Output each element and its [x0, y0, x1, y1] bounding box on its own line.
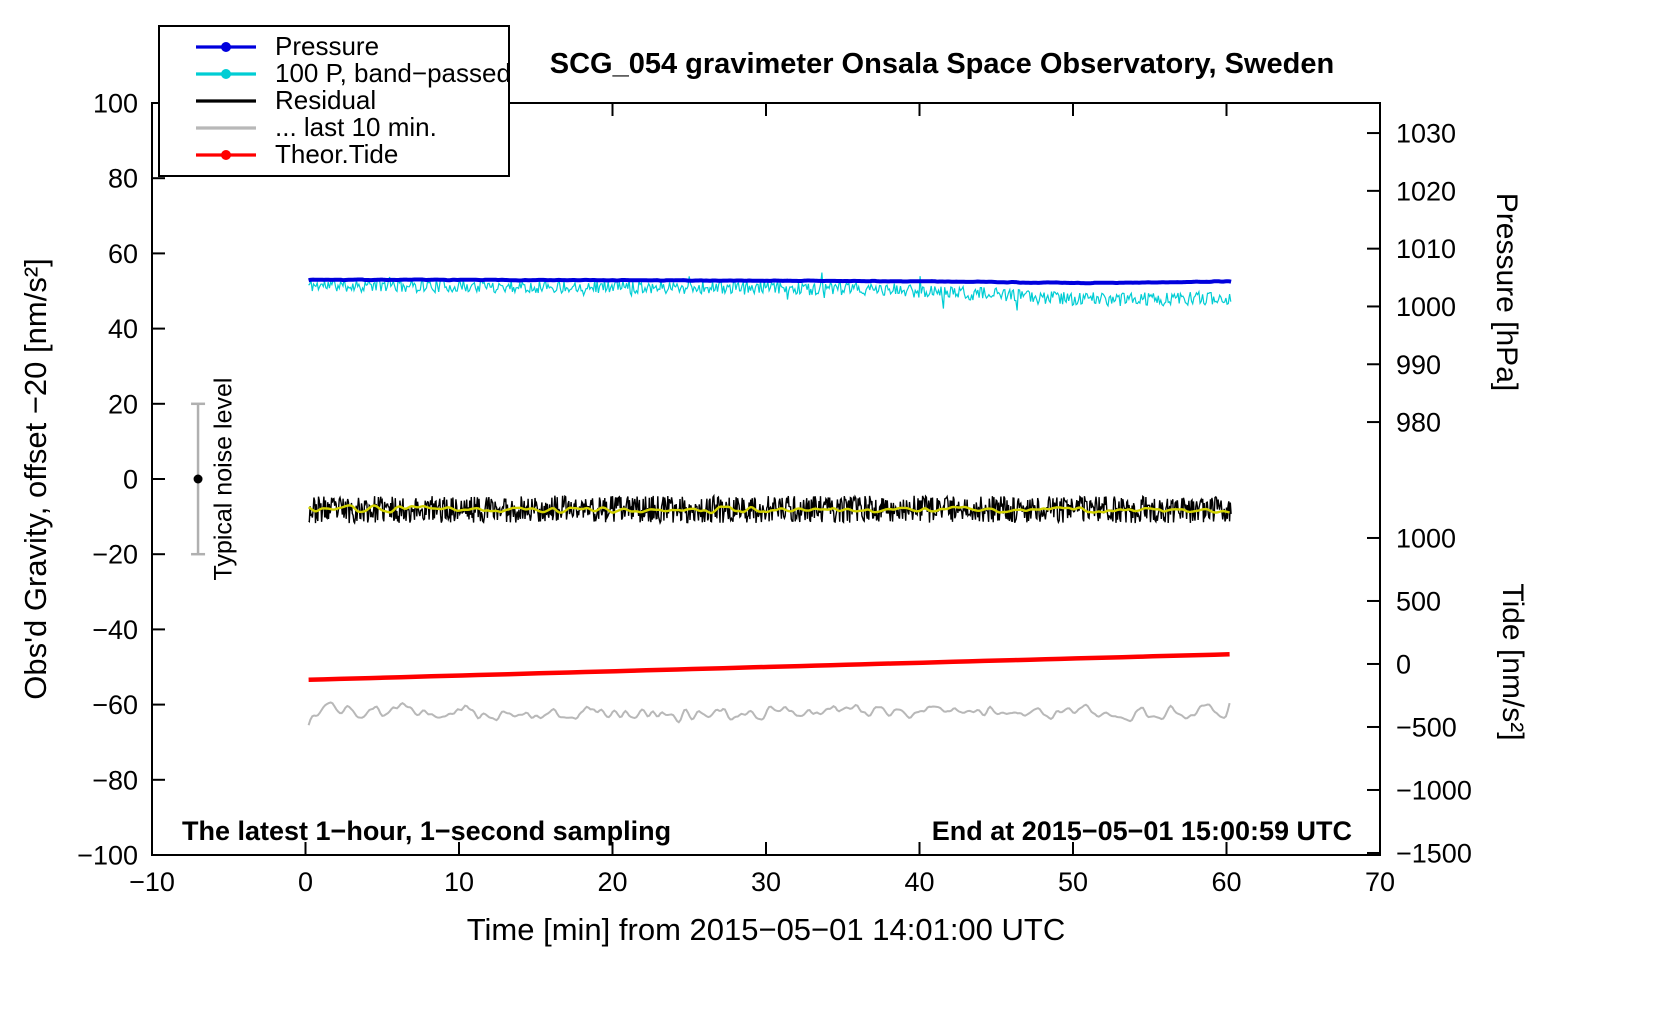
svg-text:500: 500	[1396, 586, 1441, 616]
svg-text:10: 10	[444, 867, 474, 897]
legend-item-label: Pressure	[275, 31, 380, 61]
x-axis-ticks: −10 0 10 20 30 40 50 60 70	[129, 103, 1395, 897]
svg-text:−40: −40	[92, 615, 138, 645]
svg-text:70: 70	[1365, 867, 1395, 897]
svg-text:−100: −100	[77, 841, 138, 871]
svg-text:20: 20	[108, 389, 138, 419]
residual-legend-marker-icon	[196, 98, 256, 103]
svg-text:990: 990	[1396, 350, 1441, 380]
noise-error-bar	[191, 402, 206, 556]
last-10-min-legend-marker-icon	[196, 125, 256, 130]
svg-text:1000: 1000	[1396, 292, 1456, 322]
svg-text:40: 40	[904, 867, 934, 897]
svg-text:100: 100	[93, 89, 138, 119]
svg-text:−20: −20	[92, 540, 138, 570]
pressure-legend-marker-icon	[196, 41, 256, 52]
svg-text:−10: −10	[129, 867, 175, 897]
svg-text:0: 0	[123, 465, 138, 495]
legend-item-theor-tide: Theor.Tide	[160, 139, 508, 169]
svg-text:−80: −80	[92, 765, 138, 795]
svg-text:20: 20	[597, 867, 627, 897]
band-passed-legend-marker-icon	[196, 68, 256, 79]
svg-text:40: 40	[108, 314, 138, 344]
legend-item-label: Residual	[275, 85, 377, 115]
pressure-ticks: 1030 1020 1010 1000 990 980	[1367, 119, 1456, 438]
y-axis-label-tide: Tide [nm/s²]	[1496, 583, 1529, 741]
series-residual	[308, 493, 1232, 525]
end-time-annotation: End at 2015−05−01 15:00:59 UTC	[931, 816, 1352, 846]
svg-text:60: 60	[1211, 867, 1241, 897]
svg-text:1000: 1000	[1396, 523, 1456, 553]
legend-item-last-10-min: ... last 10 min.	[160, 112, 508, 142]
legend-item-band-passed: 100 P, band−passed	[160, 58, 511, 88]
svg-text:−1000: −1000	[1396, 775, 1472, 805]
svg-text:0: 0	[1396, 649, 1411, 679]
svg-text:80: 80	[108, 164, 138, 194]
data-traces	[307, 272, 1232, 726]
svg-text:1030: 1030	[1396, 119, 1456, 149]
tide-ticks: 1000 500 0 −500 −1000 −1500	[1367, 523, 1472, 868]
legend: Pressure 100 P, band−passed Residual... la…	[158, 25, 511, 177]
chart-title: SCG_054 gravimeter Onsala Space Observat…	[549, 48, 1335, 80]
svg-text:0: 0	[298, 867, 313, 897]
series-theor-tide	[308, 652, 1230, 683]
noise-level-label: Typical noise level	[209, 377, 238, 581]
legend-item-residual: Residual	[160, 85, 508, 115]
svg-text:1020: 1020	[1396, 176, 1456, 206]
svg-text:60: 60	[108, 239, 138, 269]
svg-text:1010: 1010	[1396, 234, 1456, 264]
series-residual-smoothed	[307, 504, 1230, 515]
svg-text:−500: −500	[1396, 712, 1457, 742]
legend-item-label: 100 P, band−passed	[275, 58, 511, 88]
series-band-passed	[308, 272, 1232, 311]
series-last-10-min	[307, 701, 1231, 726]
svg-text:30: 30	[751, 867, 781, 897]
svg-text:50: 50	[1058, 867, 1088, 897]
y-left-ticks: 100 80 60 40 20 0 −20 −40 −60 −80 −100	[77, 89, 165, 871]
svg-text:−1500: −1500	[1396, 838, 1472, 868]
legend-item-label: ... last 10 min.	[275, 112, 437, 142]
sampling-annotation: The latest 1−hour, 1−second sampling	[182, 816, 672, 846]
legend-item-pressure: Pressure	[160, 31, 508, 61]
x-axis-label: Time [min] from 2015−05−01 14:01:00 UTC	[466, 912, 1066, 947]
legend-item-label: Theor.Tide	[275, 139, 399, 169]
svg-text:980: 980	[1396, 408, 1441, 438]
axis-frame	[151, 102, 1381, 856]
series-pressure	[308, 277, 1232, 286]
y-axis-label-gravity: Obs'd Gravity, offset −20 [nm/s²]	[18, 258, 53, 700]
theor-tide-legend-marker-icon	[196, 149, 256, 160]
y-axis-label-pressure: Pressure [hPa]	[1490, 192, 1523, 392]
svg-text:−60: −60	[92, 690, 138, 720]
